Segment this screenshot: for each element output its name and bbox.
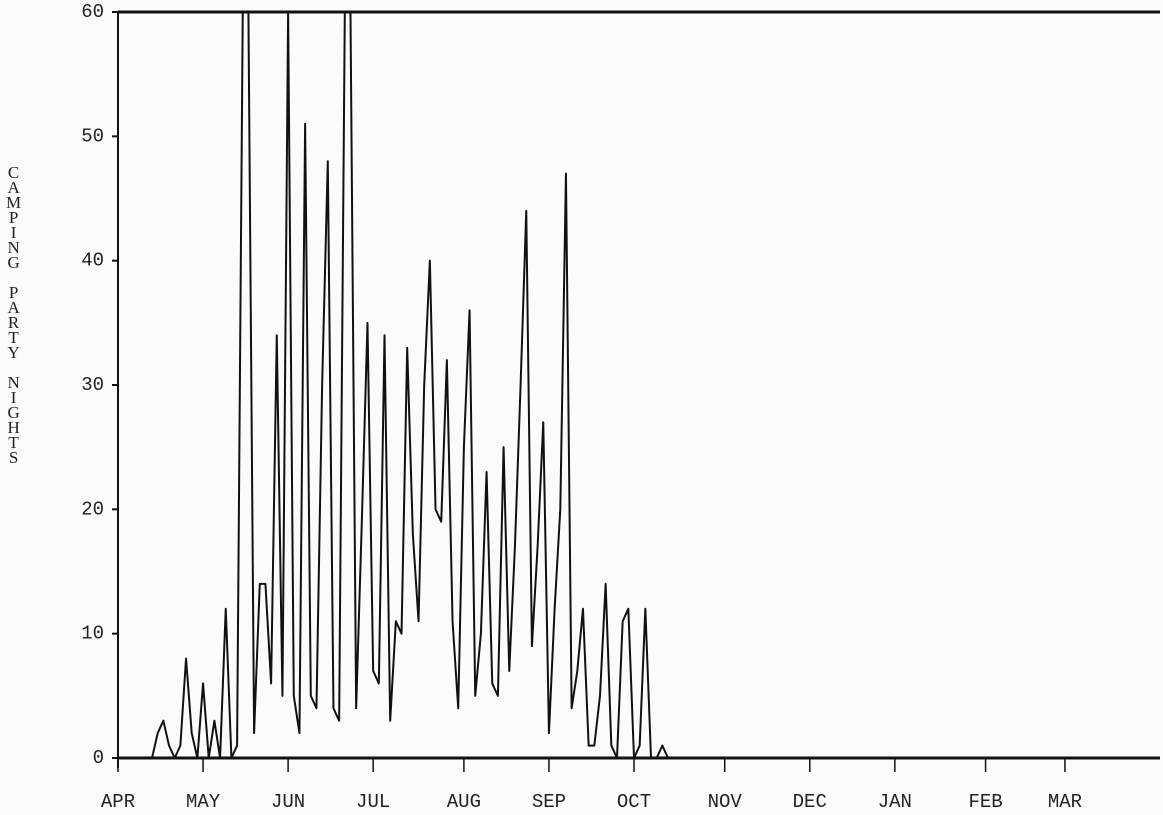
x-tick-label: AUG bbox=[447, 791, 481, 813]
y-tick-label: 30 bbox=[81, 374, 104, 396]
y-axis-label: CAMPING PARTY NIGHTS bbox=[4, 163, 23, 463]
x-tick-label: SEP bbox=[532, 791, 566, 813]
x-tick-label: OCT bbox=[617, 791, 651, 813]
y-tick-label: 40 bbox=[81, 250, 104, 272]
x-tick-label: JUL bbox=[356, 791, 390, 813]
x-tick-label: DEC bbox=[793, 791, 827, 813]
x-tick-label: MAY bbox=[186, 791, 221, 813]
x-tick-label: JAN bbox=[878, 791, 912, 813]
data-line bbox=[118, 11, 1150, 759]
y-tick-label: 50 bbox=[81, 125, 104, 147]
y-tick-label: 60 bbox=[81, 1, 104, 23]
x-tick-label: JUN bbox=[271, 791, 305, 813]
y-tick-label: 10 bbox=[81, 623, 104, 645]
y-tick-label: 20 bbox=[81, 498, 104, 520]
y-tick-label: 0 bbox=[93, 747, 104, 769]
x-tick-label: APR bbox=[101, 791, 135, 813]
x-tick-label: NOV bbox=[708, 791, 743, 813]
x-tick-label: FEB bbox=[968, 791, 1002, 813]
x-tick-label: MAR bbox=[1048, 791, 1082, 813]
